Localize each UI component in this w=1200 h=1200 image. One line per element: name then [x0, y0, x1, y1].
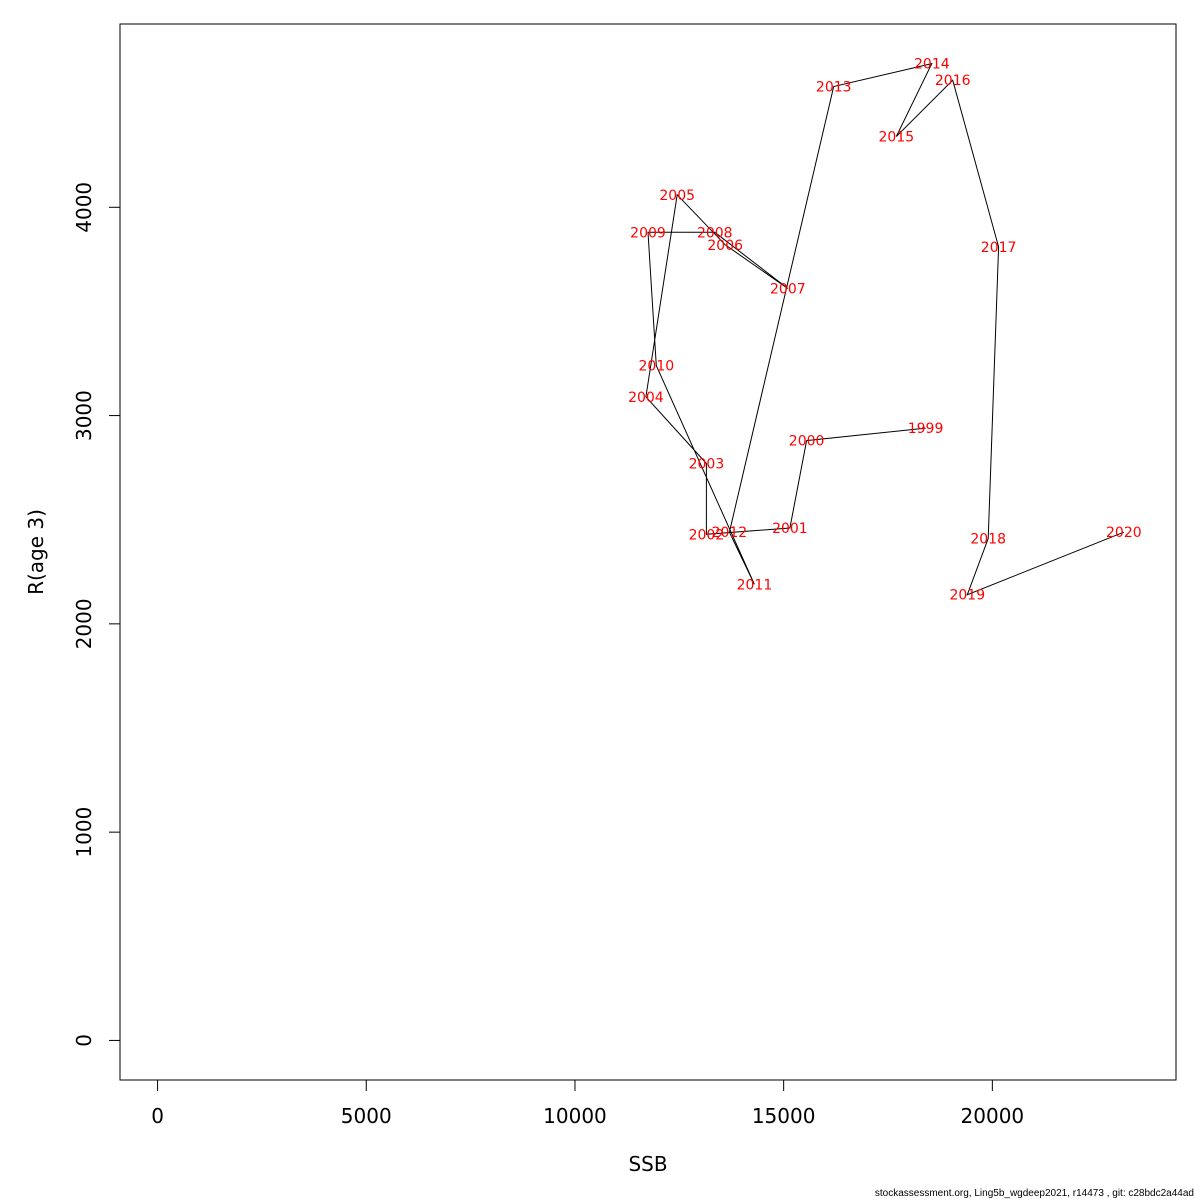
year-label-2001: 2001	[772, 521, 808, 537]
year-label-2010: 2010	[639, 359, 675, 375]
year-label-2014: 2014	[914, 57, 950, 73]
year-label-2003: 2003	[689, 456, 725, 472]
footer-attribution: stockassessment.org, Ling5b_wgdeep2021, …	[874, 1188, 1194, 1199]
year-label-2007: 2007	[770, 282, 806, 298]
year-label-2004: 2004	[628, 390, 664, 406]
y-tick-label: 2000	[72, 598, 96, 649]
x-tick-label: 0	[151, 1104, 164, 1128]
year-label-2020: 2020	[1106, 525, 1142, 541]
year-label-2018: 2018	[970, 531, 1006, 547]
y-axis-title: R(age 3)	[24, 509, 48, 595]
y-tick-label: 1000	[72, 807, 96, 858]
year-label-2013: 2013	[816, 79, 852, 95]
y-tick-label: 3000	[72, 390, 96, 441]
year-label-2011: 2011	[737, 577, 773, 593]
x-tick-label: 20000	[961, 1104, 1025, 1128]
year-label-2016: 2016	[935, 73, 971, 89]
year-label-2006: 2006	[707, 238, 743, 254]
year-label-2012: 2012	[712, 525, 748, 541]
x-axis: 0 5000 10000 15000 20000	[151, 1079, 1025, 1128]
year-label-1999: 1999	[908, 421, 944, 437]
year-label-2019: 2019	[949, 588, 985, 604]
x-tick-label: 15000	[752, 1104, 816, 1128]
y-axis: 0 1000 2000 3000 4000	[72, 182, 121, 1047]
year-label-2000: 2000	[789, 434, 825, 450]
year-label-2008: 2008	[697, 225, 733, 241]
x-tick-label: 5000	[341, 1104, 392, 1128]
year-label-2005: 2005	[659, 188, 695, 204]
ssb-recruitment-trajectory	[645, 62, 1124, 596]
year-labels: 1999 2000 2001 2002 2003 2004 2005 2006 2007 2008…	[628, 57, 1142, 604]
year-label-2002: 2002	[689, 527, 725, 543]
year-label-2015: 2015	[879, 129, 915, 145]
year-label-2017: 2017	[981, 240, 1017, 256]
y-tick-label: 4000	[72, 182, 96, 233]
x-tick-label: 10000	[543, 1104, 607, 1128]
y-tick-label: 0	[72, 1034, 96, 1047]
x-axis-title: SSB	[628, 1152, 667, 1176]
plot-frame	[119, 23, 1177, 1081]
year-label-2009: 2009	[630, 225, 666, 241]
